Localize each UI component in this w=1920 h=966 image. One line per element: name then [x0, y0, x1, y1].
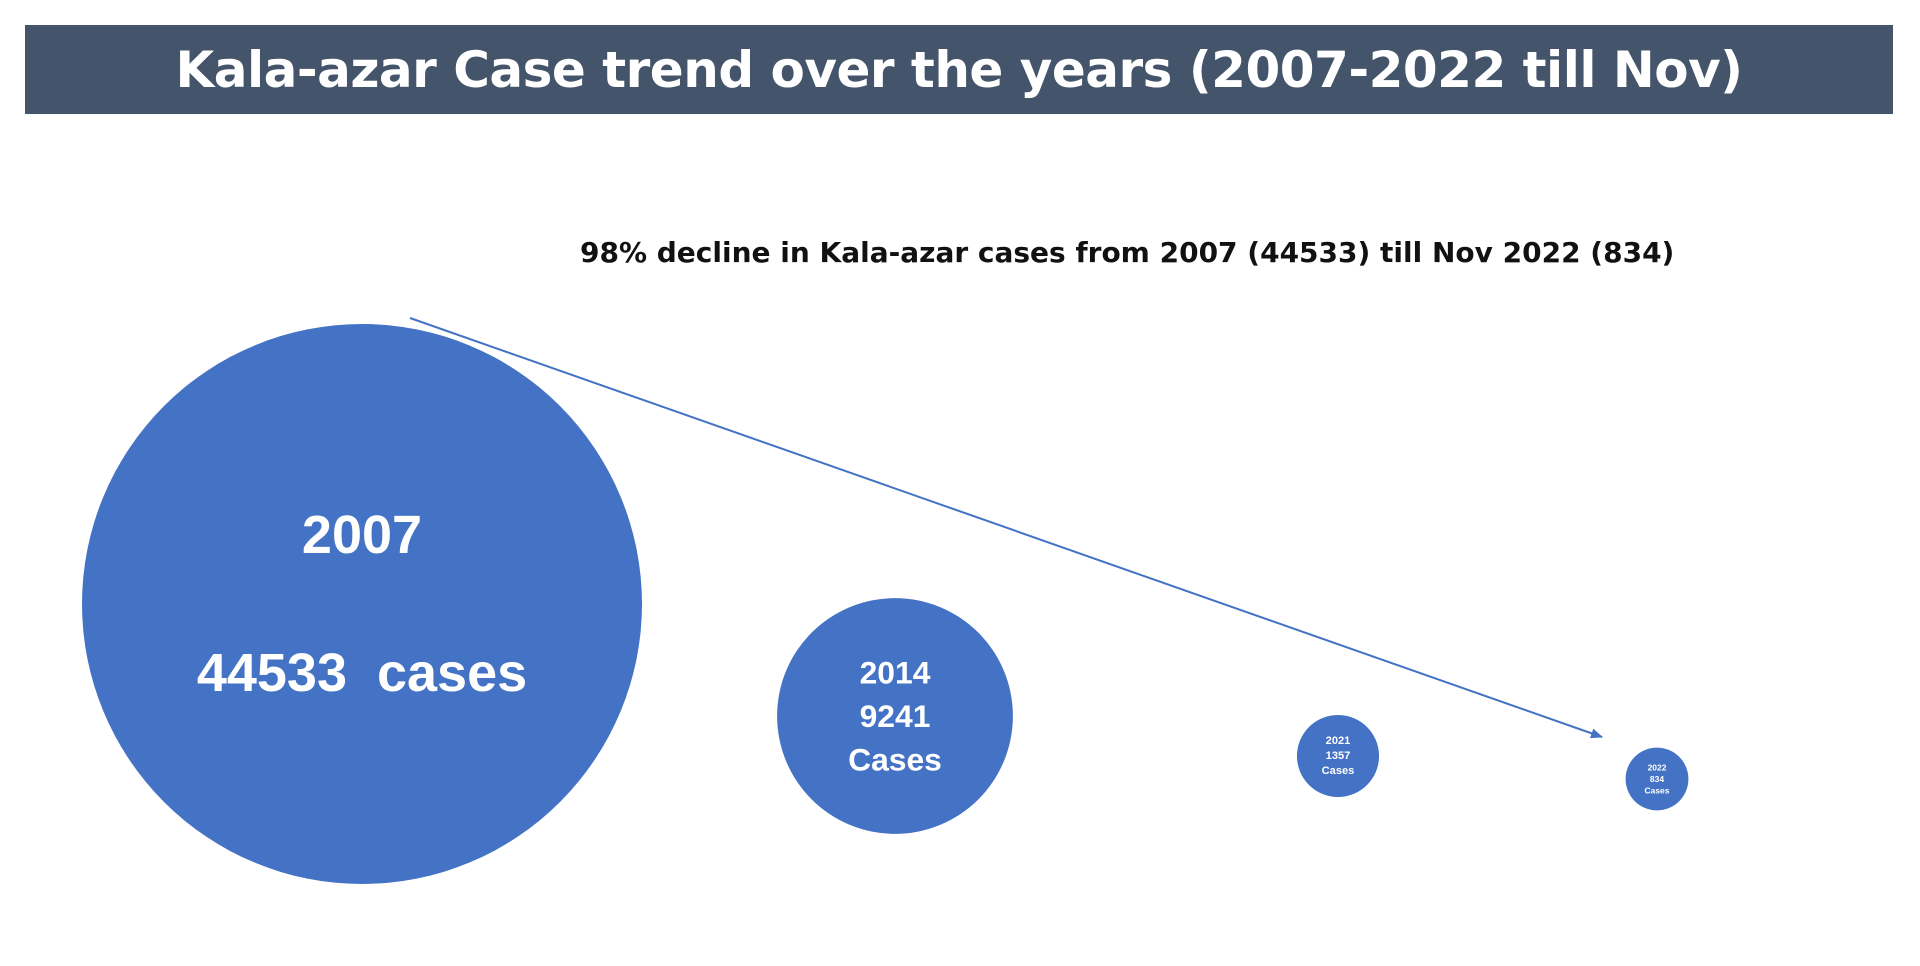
bubble-unit-label-2022: Cases — [1645, 786, 1670, 796]
chart-title: Kala-azar Case trend over the years (200… — [175, 40, 1743, 99]
bubble-cases-label-2007: 44533 cases — [197, 643, 527, 703]
bubble-cases-label-2021: 1357 — [1326, 750, 1351, 762]
bubble-circle-2007 — [82, 324, 642, 884]
bubble-circle-2021 — [1296, 714, 1380, 798]
bubble-unit-label-2014: Cases — [848, 742, 942, 778]
chart-subtitle: 98% decline in Kala-azar cases from 2007… — [580, 236, 1675, 269]
bubble-2007: 2007 44533 cases — [82, 324, 642, 884]
bubble-2022: 2022 834 Cases — [1625, 747, 1689, 811]
bubble-year-label-2007: 2007 — [302, 505, 422, 565]
bubble-cases-label-2014: 9241 — [860, 698, 931, 734]
bubble-unit-label-2021: Cases — [1322, 765, 1355, 777]
trend-arrow — [409, 317, 1603, 739]
bubble-circle-2014 — [777, 598, 1013, 834]
title-bar: Kala-azar Case trend over the years (200… — [25, 25, 1893, 114]
bubble-cases-label-2022: 834 — [1650, 774, 1664, 784]
bubble-year-label-2021: 2021 — [1326, 735, 1351, 747]
bubble-year-label-2022: 2022 — [1648, 762, 1667, 772]
bubble-2014: 2014 9241 Cases — [777, 598, 1013, 834]
bubble-2021: 2021 1357 Cases — [1296, 714, 1380, 798]
bubble-year-label-2014: 2014 — [860, 654, 931, 690]
bubble-circle-2022 — [1625, 747, 1689, 811]
